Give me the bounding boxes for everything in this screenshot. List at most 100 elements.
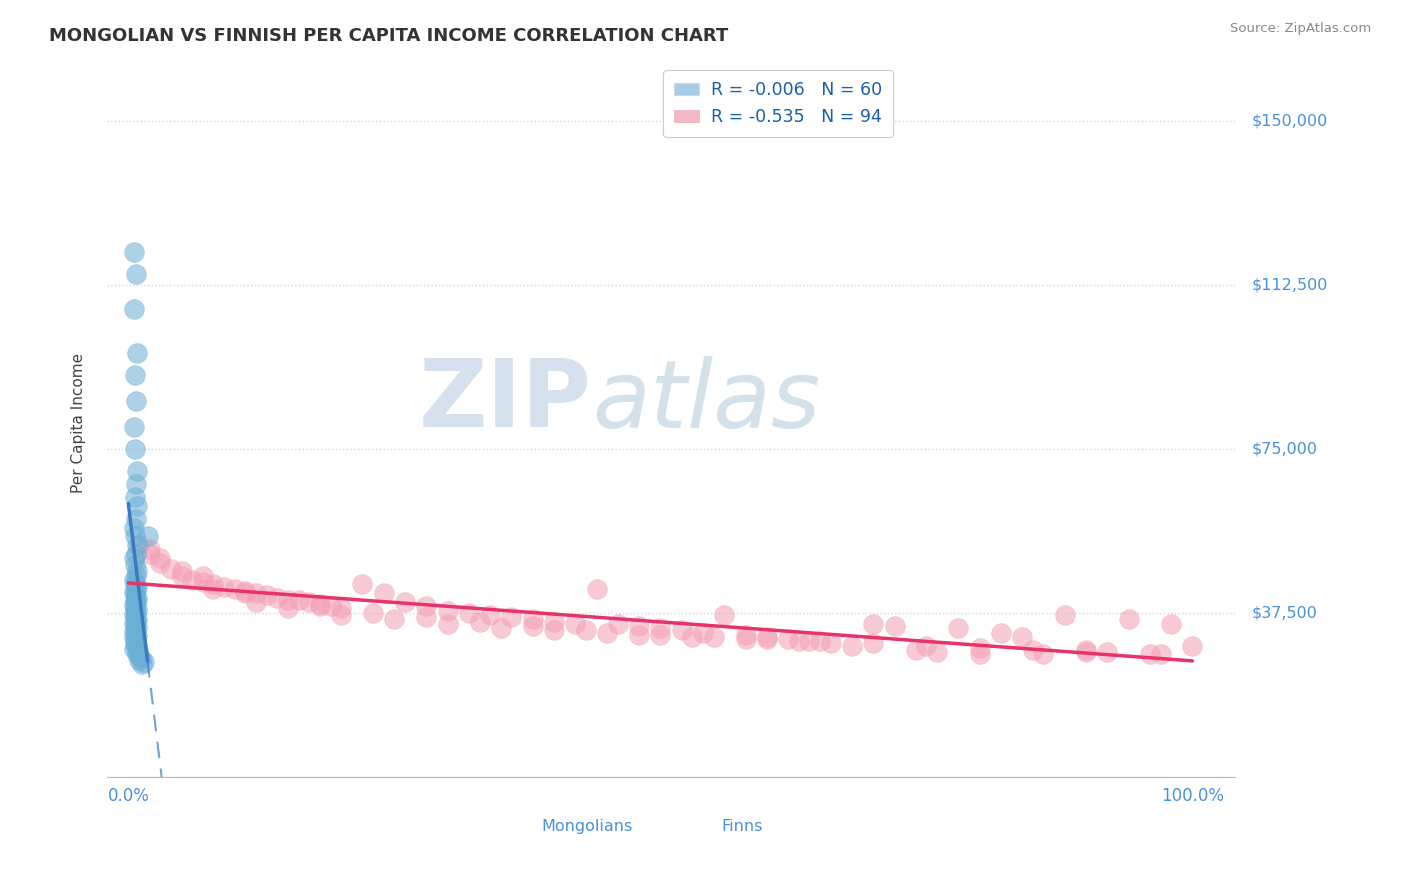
Point [256,588,278,602]
Text: atlas: atlas [592,356,820,447]
Point [787,634,810,648]
Point [125,267,148,281]
Point [122,585,145,599]
Point [501,610,523,624]
Point [1149,648,1171,662]
Point [124,529,146,543]
Point [235,586,257,600]
Point [309,599,332,614]
Point [125,647,148,661]
Point [330,608,353,623]
Point [925,645,948,659]
Point [138,542,160,557]
Text: $75,000: $75,000 [1251,442,1317,457]
Point [124,600,146,615]
Point [755,632,778,646]
Point [212,580,235,594]
Point [575,624,598,638]
Point [124,558,146,572]
Point [778,632,800,646]
Point [122,642,145,657]
Point [1160,616,1182,631]
Point [125,633,148,648]
Point [628,619,651,633]
Point [904,643,927,657]
Point [125,393,148,408]
Point [522,619,544,633]
Point [820,636,842,650]
Point [277,601,299,615]
Text: $150,000: $150,000 [1251,113,1329,128]
Point [125,611,148,625]
Y-axis label: Per Capita Income: Per Capita Income [72,352,86,492]
Point [1074,645,1097,659]
Point [436,616,458,631]
Point [160,562,183,576]
Point [125,629,148,643]
Point [125,499,148,513]
Point [129,651,152,665]
Point [122,245,145,260]
Point [128,648,150,663]
Point [125,605,148,619]
Text: Mongolians: Mongolians [541,819,633,834]
Point [692,625,714,640]
Point [543,624,565,638]
Point [122,615,145,630]
Point [224,582,246,596]
Point [125,591,148,606]
Point [124,627,146,641]
Point [122,301,145,316]
Point [703,630,725,644]
Point [122,551,145,566]
Point [606,616,628,631]
Point [125,596,148,610]
Point [122,520,145,534]
Point [681,630,703,644]
Point [1011,630,1033,644]
Point [298,595,321,609]
Point [373,586,395,600]
Point [468,615,491,629]
Point [361,606,384,620]
Point [671,624,693,638]
Point [841,639,863,653]
Point [125,620,148,634]
Point [131,657,153,672]
Point [734,628,756,642]
Text: Finns: Finns [721,819,763,834]
Point [862,636,884,650]
Point [125,640,148,654]
Text: MONGOLIAN VS FINNISH PER CAPITA INCOME CORRELATION CHART: MONGOLIAN VS FINNISH PER CAPITA INCOME C… [49,27,728,45]
Point [266,591,288,605]
Point [352,577,374,591]
Point [125,464,148,478]
Point [125,614,148,628]
Point [124,609,146,624]
Point [734,632,756,646]
Point [309,597,332,611]
Point [124,576,146,591]
Point [969,640,991,655]
Point [915,639,938,653]
Point [125,638,148,652]
Point [990,625,1012,640]
Point [125,590,148,604]
Point [125,623,148,637]
Point [479,608,502,623]
Point [122,420,145,434]
Point [124,594,146,608]
Point [128,653,150,667]
Point [149,551,172,566]
Point [202,577,225,591]
Point [808,634,831,648]
Point [125,582,148,597]
Point [191,568,214,582]
Point [628,628,651,642]
Point [124,587,146,601]
Text: Source: ZipAtlas.com: Source: ZipAtlas.com [1230,22,1371,36]
Point [245,595,267,609]
Point [138,547,160,561]
Point [382,612,405,626]
Point [564,616,586,631]
